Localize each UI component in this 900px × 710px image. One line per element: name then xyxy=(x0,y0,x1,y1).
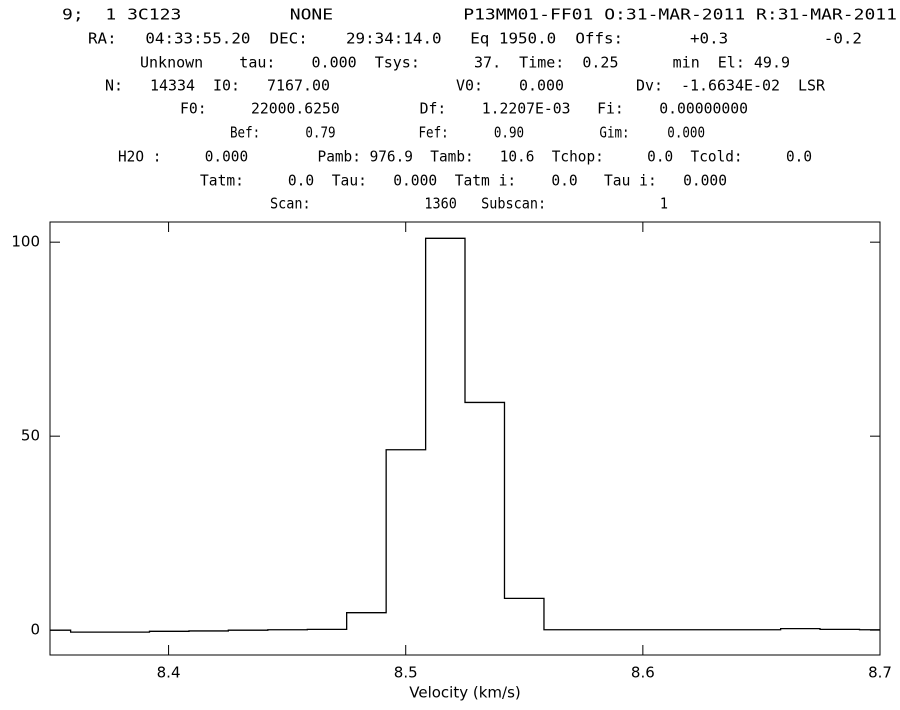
y-tick-label: 50 xyxy=(21,427,40,445)
header-line: Tatm: 0.0 Tau: 0.000 Tatm i: 0.0 Tau i: … xyxy=(200,172,727,190)
header-line: F0: 22000.6250 Df: 1.2207E-03 Fi: 0.0000… xyxy=(180,100,748,118)
y-tick-label: 100 xyxy=(11,233,40,251)
header-line: H2O : 0.000 Pamb: 976.9 Tamb: 10.6 Tchop… xyxy=(118,148,812,166)
header-line: N: 14334 I0: 7167.00 V0: 0.000 Dv: -1.66… xyxy=(105,77,826,95)
header-line: Unknown tau: 0.000 Tsys: 37. Time: 0.25 … xyxy=(140,54,790,72)
x-tick-label: 8.7 xyxy=(868,664,892,682)
header-line: RA: 04:33:55.20 DEC: 29:34:14.0 Eq 1950.… xyxy=(88,30,862,48)
spectrum-line xyxy=(50,237,880,633)
x-tick-label: 8.6 xyxy=(631,664,655,682)
plot-frame xyxy=(49,221,881,656)
y-tick-label: 0 xyxy=(30,621,40,639)
x-tick-label: 8.4 xyxy=(157,664,181,682)
header-line: 9; 1 3C123 NONE P13MM01-FF01 O:31-MAR-20… xyxy=(62,6,897,24)
x-tick-label: 8.5 xyxy=(394,664,418,682)
header-line: Bef: 0.79 Fef: 0.90 Gim: 0.000 xyxy=(230,124,705,142)
x-axis-label: Velocity (km/s) xyxy=(409,684,520,702)
header-line: Scan: 1360 Subscan: 1 xyxy=(270,195,668,213)
